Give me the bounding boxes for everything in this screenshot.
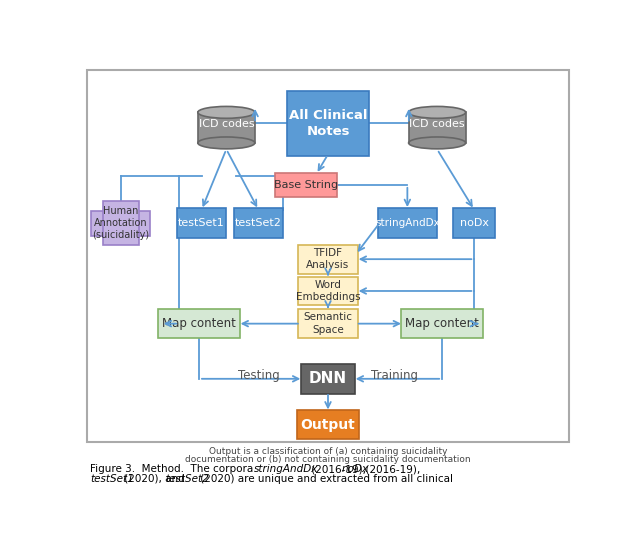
Text: noDx: noDx [460, 218, 489, 228]
Text: Figure 3.  Method.  The corpora: Figure 3. Method. The corpora [90, 464, 260, 474]
Text: Output: Output [301, 418, 355, 431]
FancyBboxPatch shape [88, 71, 568, 441]
Ellipse shape [198, 106, 255, 118]
Text: testSet2: testSet2 [235, 218, 282, 228]
Text: stringAndDx: stringAndDx [253, 464, 318, 474]
Text: Human
Annotation
(suicidality): Human Annotation (suicidality) [92, 206, 149, 240]
Text: TFIDF
Analysis: TFIDF Analysis [307, 248, 349, 271]
Text: Semantic
Space: Semantic Space [303, 312, 353, 335]
FancyBboxPatch shape [177, 208, 227, 238]
Text: (2016-19),: (2016-19), [359, 464, 420, 474]
FancyBboxPatch shape [298, 309, 358, 338]
Text: documentation or (b) not containing suicidality documentation: documentation or (b) not containing suic… [185, 455, 471, 464]
Bar [198, 112, 255, 143]
Text: All Clinical
Notes: All Clinical Notes [289, 109, 367, 138]
FancyBboxPatch shape [102, 201, 139, 245]
Bar [408, 112, 466, 143]
Text: (2016-19),: (2016-19), [308, 464, 372, 474]
FancyBboxPatch shape [91, 210, 150, 236]
Text: Testing: Testing [237, 369, 280, 382]
Ellipse shape [408, 137, 466, 149]
Ellipse shape [408, 106, 466, 118]
Text: ICD codes: ICD codes [198, 119, 254, 129]
FancyBboxPatch shape [275, 172, 337, 197]
FancyBboxPatch shape [234, 208, 284, 238]
Text: Output is a classification of (a) containing suicidality: Output is a classification of (a) contai… [209, 447, 447, 456]
Text: testSet1: testSet1 [178, 218, 225, 228]
Text: Base String: Base String [274, 180, 338, 190]
Text: DNN: DNN [309, 371, 347, 386]
Text: (2020), and: (2020), and [121, 473, 188, 484]
FancyBboxPatch shape [298, 245, 358, 274]
FancyBboxPatch shape [378, 208, 437, 238]
Text: Map content: Map content [162, 317, 236, 330]
Text: stringAndDx: stringAndDx [375, 218, 440, 228]
FancyBboxPatch shape [401, 309, 483, 338]
Text: ICD codes: ICD codes [410, 119, 465, 129]
Text: Training: Training [371, 369, 419, 382]
Ellipse shape [198, 137, 255, 149]
FancyBboxPatch shape [158, 309, 240, 338]
FancyBboxPatch shape [297, 410, 359, 439]
FancyBboxPatch shape [301, 364, 355, 393]
FancyBboxPatch shape [453, 208, 495, 238]
Text: (2020) are unique and extracted from all clinical: (2020) are unique and extracted from all… [197, 473, 453, 484]
Text: noDx: noDx [341, 464, 369, 474]
FancyBboxPatch shape [287, 90, 369, 156]
Text: testSet1: testSet1 [90, 473, 134, 484]
Text: testSet2: testSet2 [165, 473, 209, 484]
Text: Word
Embeddings: Word Embeddings [296, 280, 360, 302]
FancyBboxPatch shape [298, 277, 358, 305]
Text: Map content: Map content [405, 317, 479, 330]
